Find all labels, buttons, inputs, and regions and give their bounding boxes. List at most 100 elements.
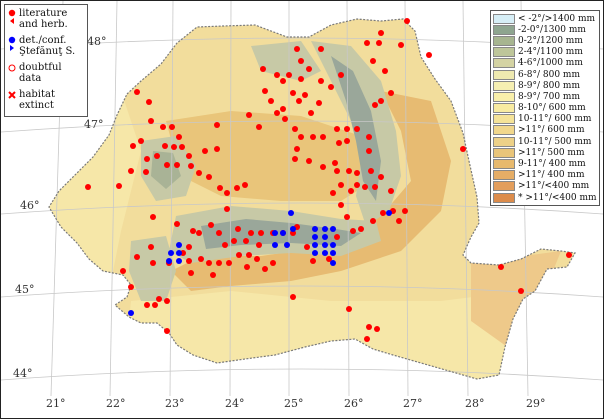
climate-legend-row: 8-9°/ 700 mm (493, 91, 597, 102)
romania-border (48, 18, 576, 380)
lon-label-25: 25° (284, 397, 304, 410)
literature-record-marker (128, 168, 134, 174)
literature-record-marker (364, 336, 370, 342)
x-mark-icon (7, 89, 19, 111)
literature-record-marker (224, 206, 230, 212)
climate-swatch (493, 125, 515, 136)
literature-record-marker (376, 40, 382, 46)
literature-record-marker (156, 296, 162, 302)
confirmed-record-marker (330, 250, 336, 256)
literature-record-marker (290, 90, 296, 96)
climate-swatch (493, 91, 515, 102)
literature-record-marker (306, 66, 312, 72)
climate-label: < -2°/>1400 mm (518, 13, 596, 24)
literature-record-marker (298, 76, 304, 82)
climate-label: 9-11°/ 400 mm (518, 159, 586, 170)
literature-record-marker (334, 234, 340, 240)
literature-record-marker (338, 182, 344, 188)
literature-record-marker (274, 72, 280, 78)
literature-record-marker (280, 78, 286, 84)
climate-label: 10-11°/ 600 mm (518, 114, 592, 125)
literature-record-marker (231, 238, 237, 244)
climate-legend-row: >11°/ 600 mm (493, 125, 597, 136)
climate-swatch (493, 192, 515, 203)
literature-record-marker (235, 226, 241, 232)
literature-record-marker (176, 134, 182, 140)
literature-record-marker (396, 218, 402, 224)
literature-record-marker (236, 252, 242, 258)
literature-record-marker (186, 258, 192, 264)
climate-swatch (493, 13, 515, 24)
literature-record-marker (366, 134, 372, 140)
literature-record-marker (179, 144, 185, 150)
literature-record-marker (320, 164, 326, 170)
confirmed-record-marker (176, 250, 182, 256)
literature-record-marker (388, 90, 394, 96)
lon-label-21: 21° (46, 397, 66, 410)
climate-legend: < -2°/>1400 mm -2-0°/1300 mm 0-2°/1200 mm 2… (490, 10, 600, 207)
literature-record-marker (380, 210, 386, 216)
literature-record-marker (146, 99, 152, 105)
literature-record-marker (222, 242, 228, 248)
literature-record-marker (208, 222, 214, 228)
literature-record-marker (174, 162, 180, 168)
climate-swatch (493, 147, 515, 158)
climate-swatch (493, 170, 515, 181)
confirmed-record-marker (322, 242, 328, 248)
literature-record-marker (224, 190, 230, 196)
literature-record-marker (162, 143, 168, 149)
literature-record-marker (366, 148, 372, 154)
literature-record-marker (154, 153, 160, 159)
climate-label: >11°/ 600 mm (518, 125, 585, 136)
lat-label-46: 46° (20, 199, 40, 212)
literature-record-marker (346, 306, 352, 312)
climate-legend-row: >11°/<400 mm (493, 181, 597, 192)
literature-record-marker (336, 140, 342, 146)
legend-item-confirmed: det./conf. Ştefănuţ S. (7, 35, 85, 57)
climate-legend-row: >11°/ 400 mm (493, 170, 597, 181)
literature-record-marker (214, 146, 220, 152)
literature-record-marker (242, 182, 248, 188)
literature-record-marker (370, 58, 376, 64)
confirmed-record-marker (312, 250, 318, 256)
literature-record-marker (260, 66, 266, 72)
literature-record-marker (116, 183, 122, 189)
literature-record-marker (326, 256, 332, 262)
literature-record-marker (148, 244, 154, 250)
literature-record-marker (270, 260, 276, 266)
climate-legend-row: 4-6°/1000 mm (493, 58, 597, 69)
literature-record-marker (216, 260, 222, 266)
literature-record-marker (196, 170, 202, 176)
confirmed-record-marker (312, 226, 318, 232)
climate-legend-row: 8-10°/ 600 mm (493, 103, 597, 114)
open-circle-icon (7, 62, 19, 84)
confirmed-record-marker (176, 258, 182, 264)
confirmed-record-marker (290, 226, 296, 232)
literature-record-marker (294, 146, 300, 152)
literature-record-marker (217, 185, 223, 191)
literature-record-marker (216, 230, 222, 236)
climate-legend-row: 10-11°/ 600 mm (493, 114, 597, 125)
literature-record-marker (354, 126, 360, 132)
confirmed-record-marker (322, 234, 328, 240)
climate-label: 0-2°/1200 mm (518, 35, 583, 46)
climate-swatch (493, 80, 515, 91)
climate-swatch (493, 35, 515, 46)
legend-item-extinct: habitat extinct (7, 89, 85, 111)
confirmed-record-marker (280, 230, 286, 236)
climate-legend-row: 8-9°/ 800 mm (493, 80, 597, 91)
climate-label: >11°/ 400 mm (518, 170, 585, 181)
literature-record-marker (378, 30, 384, 36)
confirmed-record-marker (166, 258, 172, 264)
confirmed-record-marker (272, 242, 278, 248)
literature-record-marker (292, 156, 298, 162)
literature-record-marker (188, 163, 194, 169)
climate-label: 10-11°/ 500 mm (518, 136, 592, 147)
literature-record-marker (298, 134, 304, 140)
literature-record-marker (344, 214, 350, 220)
literature-record-marker (138, 138, 144, 144)
literature-record-marker (85, 184, 91, 190)
literature-record-marker (318, 46, 324, 52)
